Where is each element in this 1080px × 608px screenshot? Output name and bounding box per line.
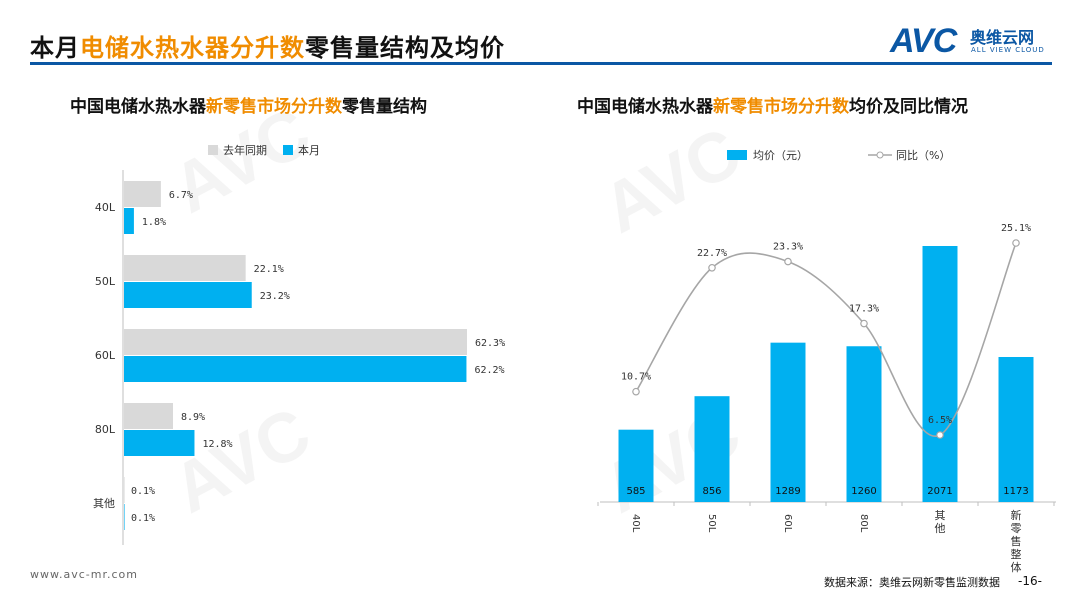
bar-price-新零售整体 <box>998 357 1034 502</box>
logo-cn: 奥维云网 <box>970 28 1035 47</box>
label-price-40L: 585 <box>626 486 645 497</box>
footer-source: 数据来源：奥维云网新零售监测数据 <box>824 576 1000 589</box>
bar-prev-60L <box>124 329 467 355</box>
title-divider <box>30 62 1052 65</box>
bar-current-80L <box>124 430 195 456</box>
legend-label-yoy: 同比（%） <box>896 149 951 162</box>
yoy-point-40L <box>632 387 640 396</box>
yoy-point-80L <box>860 319 868 328</box>
y-tick-80L: 80L <box>95 423 116 436</box>
label-prev-其他: 0.1% <box>131 486 155 497</box>
legend-label-prev: 去年同期 <box>223 144 267 157</box>
label-prev-60L: 62.3% <box>475 338 505 349</box>
label-current-80L: 12.8% <box>202 439 232 450</box>
footer-url: www.avc-mr.com <box>30 568 138 581</box>
right-chart-title: 中国电储水热水器新零售市场分升数均价及同比情况 <box>577 97 968 117</box>
legend-swatch-price <box>727 150 747 160</box>
yoy-point-新零售整体 <box>1012 239 1020 247</box>
yoy-point-60L <box>784 257 792 266</box>
bar-prev-40L <box>124 181 161 207</box>
bar-current-60L <box>124 356 467 382</box>
left-legend: 去年同期 本月 <box>208 142 320 158</box>
x-tick-50L: 50L <box>706 514 717 533</box>
x-tick-新零售整体: 新零售整体 <box>1011 508 1022 574</box>
label-current-40L: 1.8% <box>142 217 166 228</box>
yoy-label-60L: 23.3% <box>773 242 803 253</box>
x-tick-其他: 其他 <box>935 509 946 535</box>
label-prev-40L: 6.7% <box>169 190 193 201</box>
yoy-point-其他 <box>936 431 944 439</box>
label-price-50L: 856 <box>702 486 721 497</box>
legend-swatch-prev <box>208 145 218 155</box>
label-current-50L: 23.2% <box>260 291 290 302</box>
right-legend: 均价（元） 同比（%） <box>727 147 950 163</box>
label-prev-50L: 22.1% <box>254 264 284 275</box>
bar-prev-80L <box>124 403 173 429</box>
label-price-其他: 2071 <box>927 486 952 497</box>
bar-prev-50L <box>124 255 246 281</box>
yoy-label-40L: 10.7% <box>621 372 651 383</box>
yoy-label-50L: 22.7% <box>697 248 727 259</box>
bar-current-其他 <box>124 504 125 530</box>
logo-mark: AVC <box>890 22 957 60</box>
legend-label-price: 均价（元） <box>753 149 808 162</box>
x-tick-60L: 60L <box>782 514 793 533</box>
bar-price-40L <box>618 429 654 502</box>
yoy-label-新零售整体: 25.1% <box>1001 223 1031 234</box>
label-price-新零售整体: 1173 <box>1003 486 1028 497</box>
y-tick-50L: 50L <box>95 275 116 288</box>
avc-logo: AVC 奥维云网 ALL VIEW CLOUD <box>890 22 1060 60</box>
label-prev-80L: 8.9% <box>181 412 205 423</box>
yoy-point-50L <box>708 263 716 272</box>
legend-label-current: 本月 <box>298 144 320 157</box>
x-tick-80L: 80L <box>858 514 869 533</box>
yoy-label-80L: 17.3% <box>849 304 879 315</box>
label-price-60L: 1289 <box>775 486 800 497</box>
bar-price-60L <box>770 342 806 502</box>
legend-swatch-current <box>283 145 293 155</box>
yoy-line <box>635 242 1017 438</box>
yoy-label-其他: 6.5% <box>928 415 952 426</box>
x-tick-40L: 40L <box>630 514 641 533</box>
y-tick-其他: 其他 <box>93 497 115 510</box>
bar-current-40L <box>124 208 134 234</box>
label-current-其他: 0.1% <box>131 513 155 524</box>
bar-price-50L <box>694 396 730 502</box>
legend-line-yoy <box>868 151 892 159</box>
label-current-60L: 62.2% <box>474 365 504 376</box>
page-title: 本月电储水热水器分升数零售量结构及均价 <box>30 34 505 62</box>
left-chart-title: 中国电储水热水器新零售市场分升数零售量结构 <box>70 97 427 117</box>
label-price-80L: 1260 <box>851 486 876 497</box>
y-tick-40L: 40L <box>95 201 116 214</box>
bar-price-其他 <box>922 246 958 502</box>
page-number: -16- <box>1018 574 1042 588</box>
logo-en: ALL VIEW CLOUD <box>971 46 1045 54</box>
bar-current-50L <box>124 282 252 308</box>
bar-prev-其他 <box>124 477 125 503</box>
y-tick-60L: 60L <box>95 349 116 362</box>
bar-price-80L <box>846 346 882 502</box>
